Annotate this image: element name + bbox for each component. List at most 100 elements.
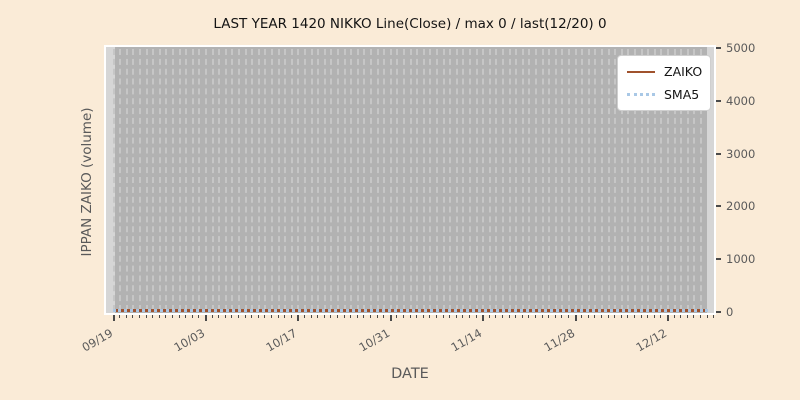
legend-item-sma5: SMA5	[627, 87, 701, 102]
x-minor-tick-mark	[264, 315, 266, 318]
legend-item-zaiko: ZAIKO	[627, 64, 703, 79]
gridline	[567, 49, 570, 311]
gridline	[587, 49, 590, 311]
x-minor-tick-mark	[323, 315, 325, 318]
x-minor-tick-mark	[224, 315, 226, 318]
x-minor-tick-mark	[231, 315, 233, 318]
x-minor-tick-mark	[383, 315, 385, 318]
y-tick-mark	[716, 152, 721, 155]
x-minor-tick-mark	[515, 315, 517, 318]
gridlines	[106, 47, 714, 313]
x-minor-tick-mark	[270, 315, 272, 318]
gridline	[323, 49, 326, 311]
x-minor-tick-mark	[290, 315, 292, 318]
gridline	[528, 49, 531, 311]
x-axis-label: DATE	[391, 366, 429, 382]
gridline	[198, 49, 201, 311]
x-minor-tick-mark	[541, 315, 543, 318]
gridline	[350, 49, 353, 311]
x-minor-tick-mark	[330, 315, 332, 318]
gridline	[119, 49, 122, 311]
x-minor-tick-mark	[627, 315, 629, 318]
gridline	[310, 49, 313, 311]
x-minor-tick-mark	[607, 315, 609, 318]
gridline	[158, 49, 161, 311]
gridline	[369, 49, 372, 311]
x-major-tick-mark	[482, 315, 485, 321]
x-minor-tick-mark	[501, 315, 503, 318]
y-tick: 5000	[716, 41, 755, 55]
gridline	[680, 49, 683, 311]
gridline	[534, 49, 537, 311]
x-minor-tick-mark	[521, 315, 523, 318]
gridline	[125, 49, 128, 311]
x-minor-tick-mark	[336, 315, 338, 318]
x-minor-tick-mark	[284, 315, 286, 318]
x-minor-tick-mark	[171, 315, 173, 318]
x-minor-tick-mark	[257, 315, 259, 318]
x-minor-tick-mark	[429, 315, 431, 318]
x-major-tick-mark	[574, 315, 577, 321]
gridline	[132, 49, 135, 311]
gridline	[653, 49, 656, 311]
gridline	[660, 49, 663, 311]
x-minor-tick-mark	[475, 315, 477, 318]
x-minor-tick-mark	[455, 315, 457, 318]
x-minor-tick-mark	[125, 315, 127, 318]
x-major-tick-mark	[112, 315, 115, 321]
y-tick-mark	[716, 99, 721, 102]
gridline	[178, 49, 181, 311]
gridline	[330, 49, 333, 311]
y-tick-label: 0	[726, 305, 734, 319]
x-minor-tick-mark	[534, 315, 536, 318]
gridline	[508, 49, 511, 311]
x-minor-tick-mark	[633, 315, 635, 318]
x-minor-tick-mark	[138, 315, 140, 318]
gridline	[693, 49, 696, 311]
gridline	[383, 49, 386, 311]
gridline	[686, 49, 689, 311]
gridline	[112, 49, 115, 311]
x-minor-tick-mark	[653, 315, 655, 318]
gridline	[495, 49, 498, 311]
legend: ZAIKO SMA5	[617, 55, 711, 111]
x-minor-tick-mark	[422, 315, 424, 318]
sma5-dotted-swatch-icon	[627, 93, 655, 96]
x-minor-tick-mark	[178, 315, 180, 318]
x-minor-tick-mark	[647, 315, 649, 318]
gridline	[475, 49, 478, 311]
gridline	[336, 49, 339, 311]
gridline	[185, 49, 188, 311]
x-minor-tick-mark	[581, 315, 583, 318]
x-minor-tick-mark	[561, 315, 563, 318]
gridline	[673, 49, 676, 311]
x-minor-tick-mark	[409, 315, 411, 318]
x-minor-tick-mark	[244, 315, 246, 318]
gridline	[145, 49, 148, 311]
gridline	[541, 49, 544, 311]
x-minor-tick-mark	[587, 315, 589, 318]
x-minor-tick-mark	[317, 315, 319, 318]
y-tick-label: 1000	[726, 252, 756, 267]
gridline	[594, 49, 597, 311]
gridline	[402, 49, 405, 311]
y-tick: 3000	[716, 147, 755, 161]
gridline	[356, 49, 359, 311]
legend-label-sma5: SMA5	[664, 87, 700, 102]
x-minor-tick-mark	[251, 315, 253, 318]
y-tick: 0	[716, 305, 733, 319]
gridline	[647, 49, 650, 311]
x-axis-ticks: 09/19 10/03 10/17 10/31 11/14 11/28 12/12	[79, 315, 724, 390]
gridline	[171, 49, 174, 311]
gridline	[264, 49, 267, 311]
x-minor-tick-mark	[376, 315, 378, 318]
y-axis-ticks: 0 1000 2000 3000 4000 5000	[716, 41, 800, 319]
gridline	[138, 49, 141, 311]
gridline	[640, 49, 643, 311]
plot-left-margin-strip	[106, 47, 115, 313]
x-minor-tick-mark	[468, 315, 470, 318]
legend-label-zaiko: ZAIKO	[664, 64, 703, 79]
gridline	[257, 49, 260, 311]
gridline	[409, 49, 412, 311]
gridline	[277, 49, 280, 311]
